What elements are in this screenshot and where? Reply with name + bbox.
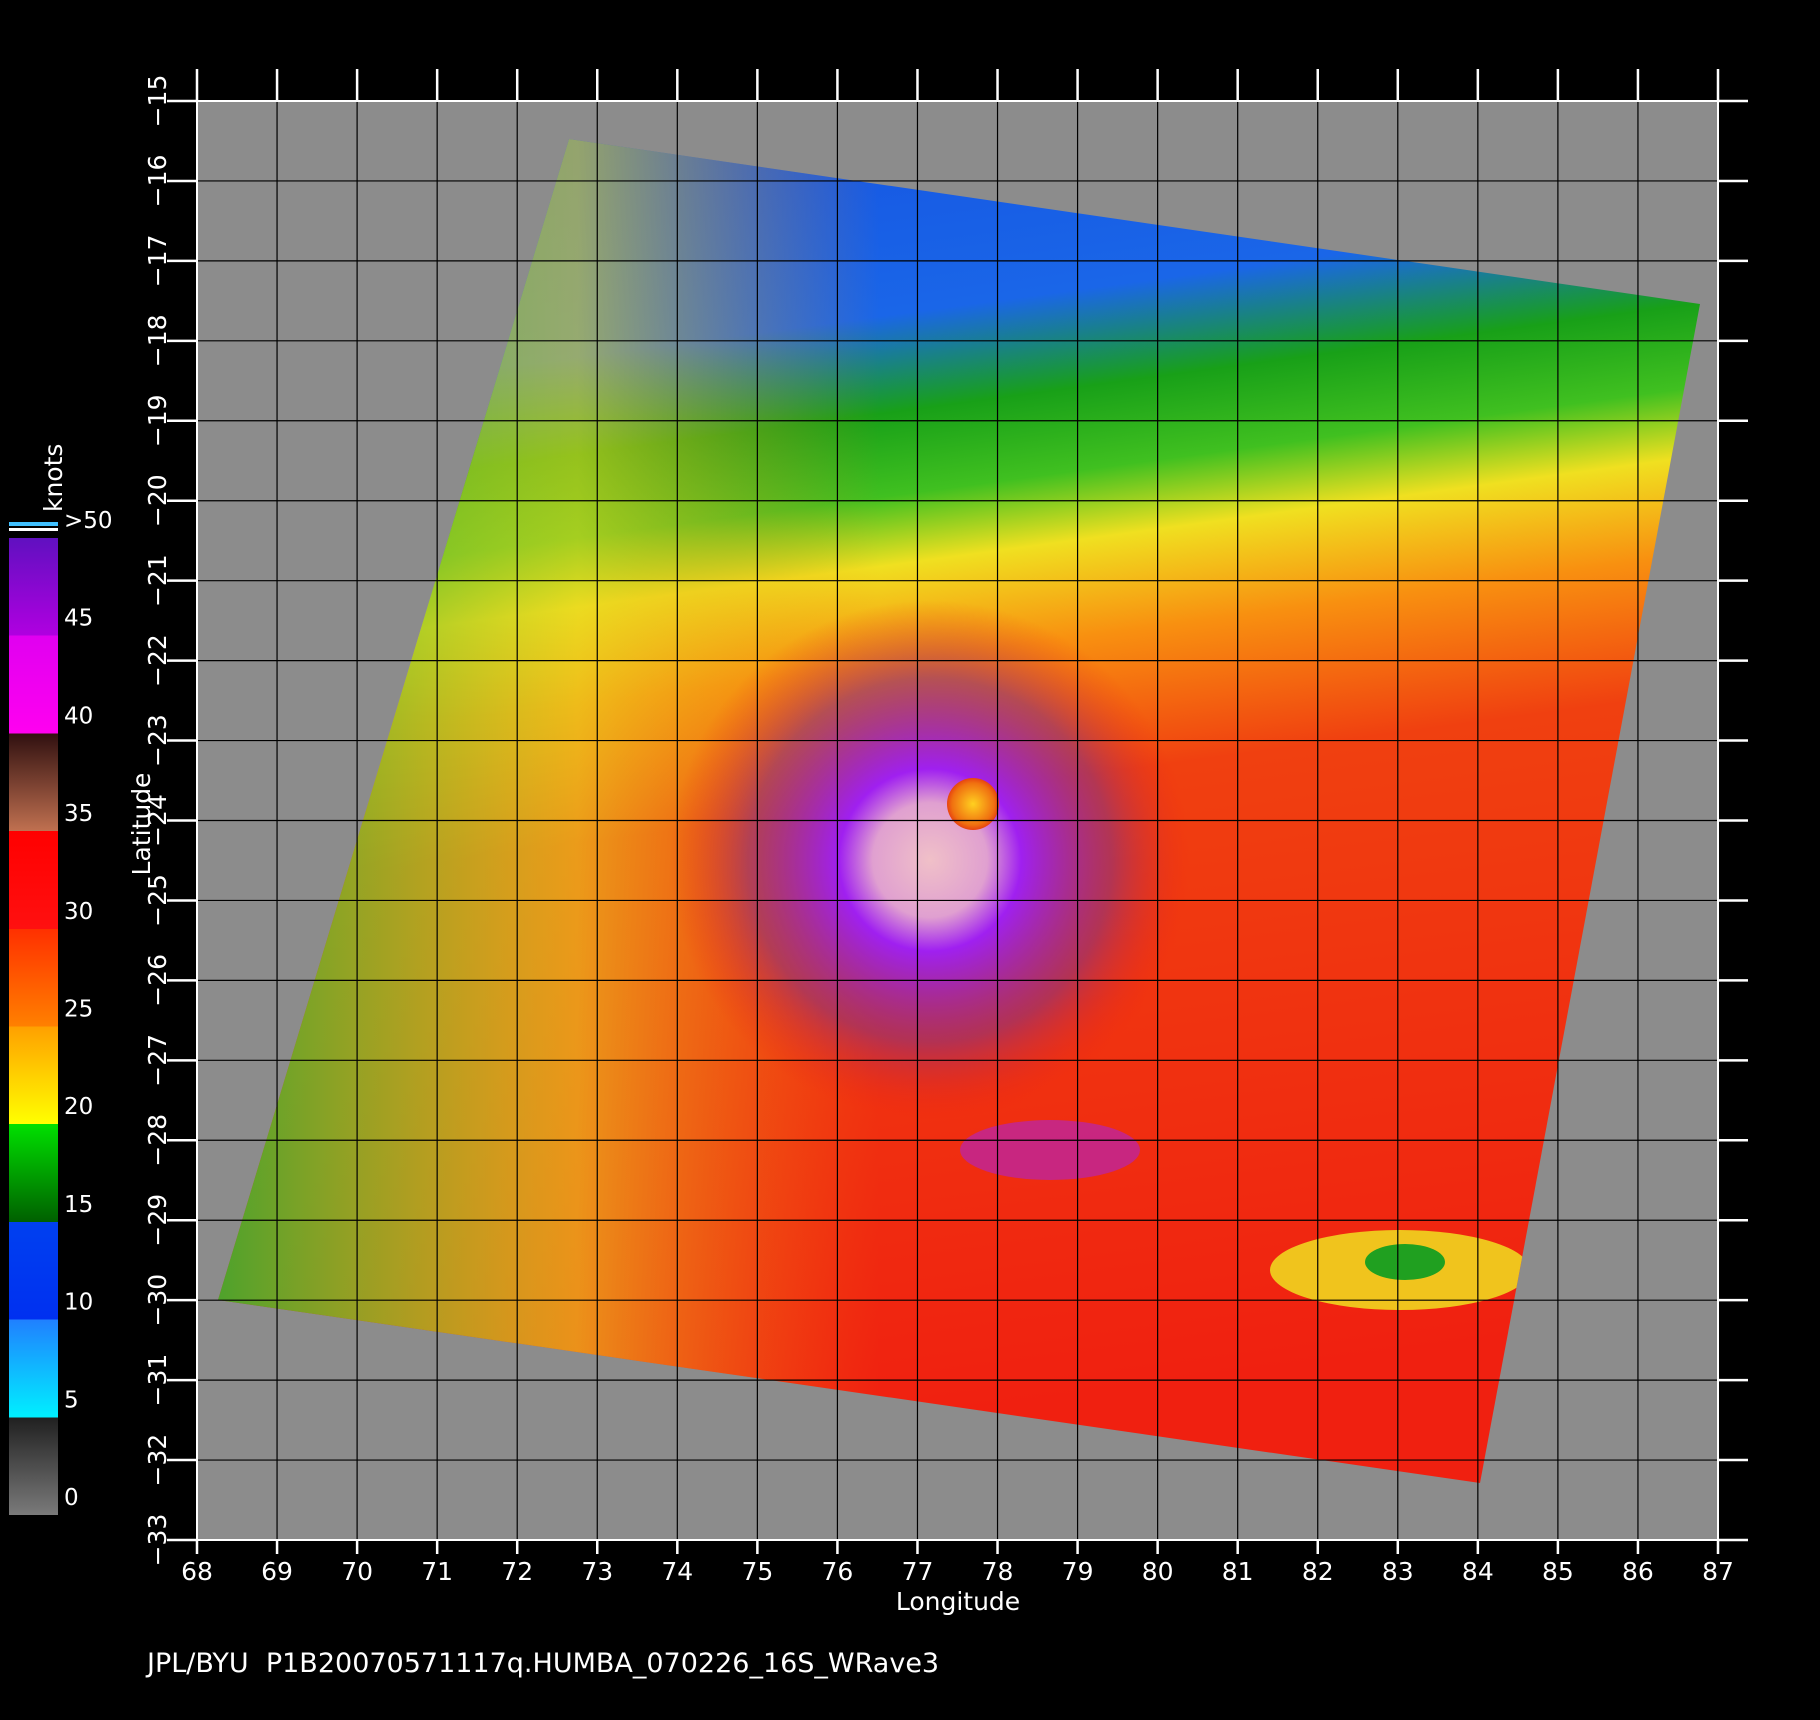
x-tick-label: 87	[1702, 1557, 1734, 1586]
colorbar-label: 15	[64, 1192, 93, 1218]
y-tick-label: −17	[143, 235, 172, 288]
y-axis-label: Latitude	[127, 773, 156, 876]
colorbar-label: 20	[64, 1094, 93, 1120]
colorbar-title: knots	[39, 444, 68, 512]
colorbar-label: 45	[64, 606, 93, 632]
y-tick-label: −32	[143, 1434, 172, 1487]
colorbar-labels: 0 5 10 15 20 25 30 35 40 45 >50	[64, 508, 113, 1511]
y-tick-label: −15	[143, 75, 172, 128]
y-tick-label: −22	[143, 634, 172, 687]
colorbar-label: 5	[64, 1387, 79, 1413]
y-tick-label: −20	[143, 474, 172, 527]
x-tick-label: 81	[1222, 1557, 1254, 1586]
colorbar-label: 0	[64, 1485, 79, 1511]
x-tick-label: 82	[1302, 1557, 1334, 1586]
x-tick-label: 71	[421, 1557, 453, 1586]
x-tick-label: 78	[982, 1557, 1014, 1586]
x-tick-label: 77	[902, 1557, 934, 1586]
x-tick-label: 70	[341, 1557, 373, 1586]
y-tick-label: −21	[143, 554, 172, 607]
x-tick-label: 80	[1142, 1557, 1174, 1586]
x-tick-label: 83	[1382, 1557, 1414, 1586]
y-tick-label: −25	[143, 874, 172, 927]
x-tick-label: 69	[261, 1557, 293, 1586]
y-tick-label: −18	[143, 314, 172, 367]
x-axis-label: Longitude	[896, 1587, 1020, 1616]
y-tick-label: −16	[143, 155, 172, 208]
y-tick-label: −33	[143, 1514, 172, 1567]
y-tick-label: −30	[143, 1274, 172, 1327]
colorbar-label: >50	[64, 508, 113, 534]
x-tick-label: 86	[1622, 1557, 1654, 1586]
y-tick-label: −24	[143, 794, 172, 847]
x-tick-label: 79	[1062, 1557, 1094, 1586]
y-tick-label: −23	[143, 714, 172, 767]
x-tick-label: 74	[661, 1557, 693, 1586]
y-tick-label: −28	[143, 1114, 172, 1167]
colorbar-label: 35	[64, 801, 93, 827]
x-tick-label: 84	[1462, 1557, 1494, 1586]
colorbar	[9, 538, 58, 1515]
y-tick-label: −31	[143, 1354, 172, 1407]
colorbar-label: 10	[64, 1290, 93, 1316]
y-tick-label: −19	[143, 394, 172, 447]
colorbar-cap	[9, 522, 58, 526]
x-tick-label: 85	[1542, 1557, 1574, 1586]
map-frame	[196, 100, 1719, 1541]
footer: JPL/BYU P1B20070571117q.HUMBA_070226_16S…	[145, 1648, 939, 1679]
x-tick-label: 72	[501, 1557, 533, 1586]
colorbar-label: 30	[64, 899, 93, 925]
y-tick-label: −27	[143, 1034, 172, 1087]
colorbar-cap	[9, 528, 58, 531]
x-tick-label: 73	[581, 1557, 613, 1586]
axes: 68 69 70 71 72 73 74 75 76 77 78 79 80 81 82 83 84 85 86 87…	[143, 69, 1748, 1586]
y-tick-label: −26	[143, 954, 172, 1007]
colorbar-label: 25	[64, 997, 93, 1023]
x-tick-label: 68	[181, 1557, 213, 1586]
x-tick-label: 76	[822, 1557, 854, 1586]
x-tick-label: 75	[741, 1557, 773, 1586]
y-tick-label: −29	[143, 1194, 172, 1247]
colorbar-label: 40	[64, 703, 93, 729]
